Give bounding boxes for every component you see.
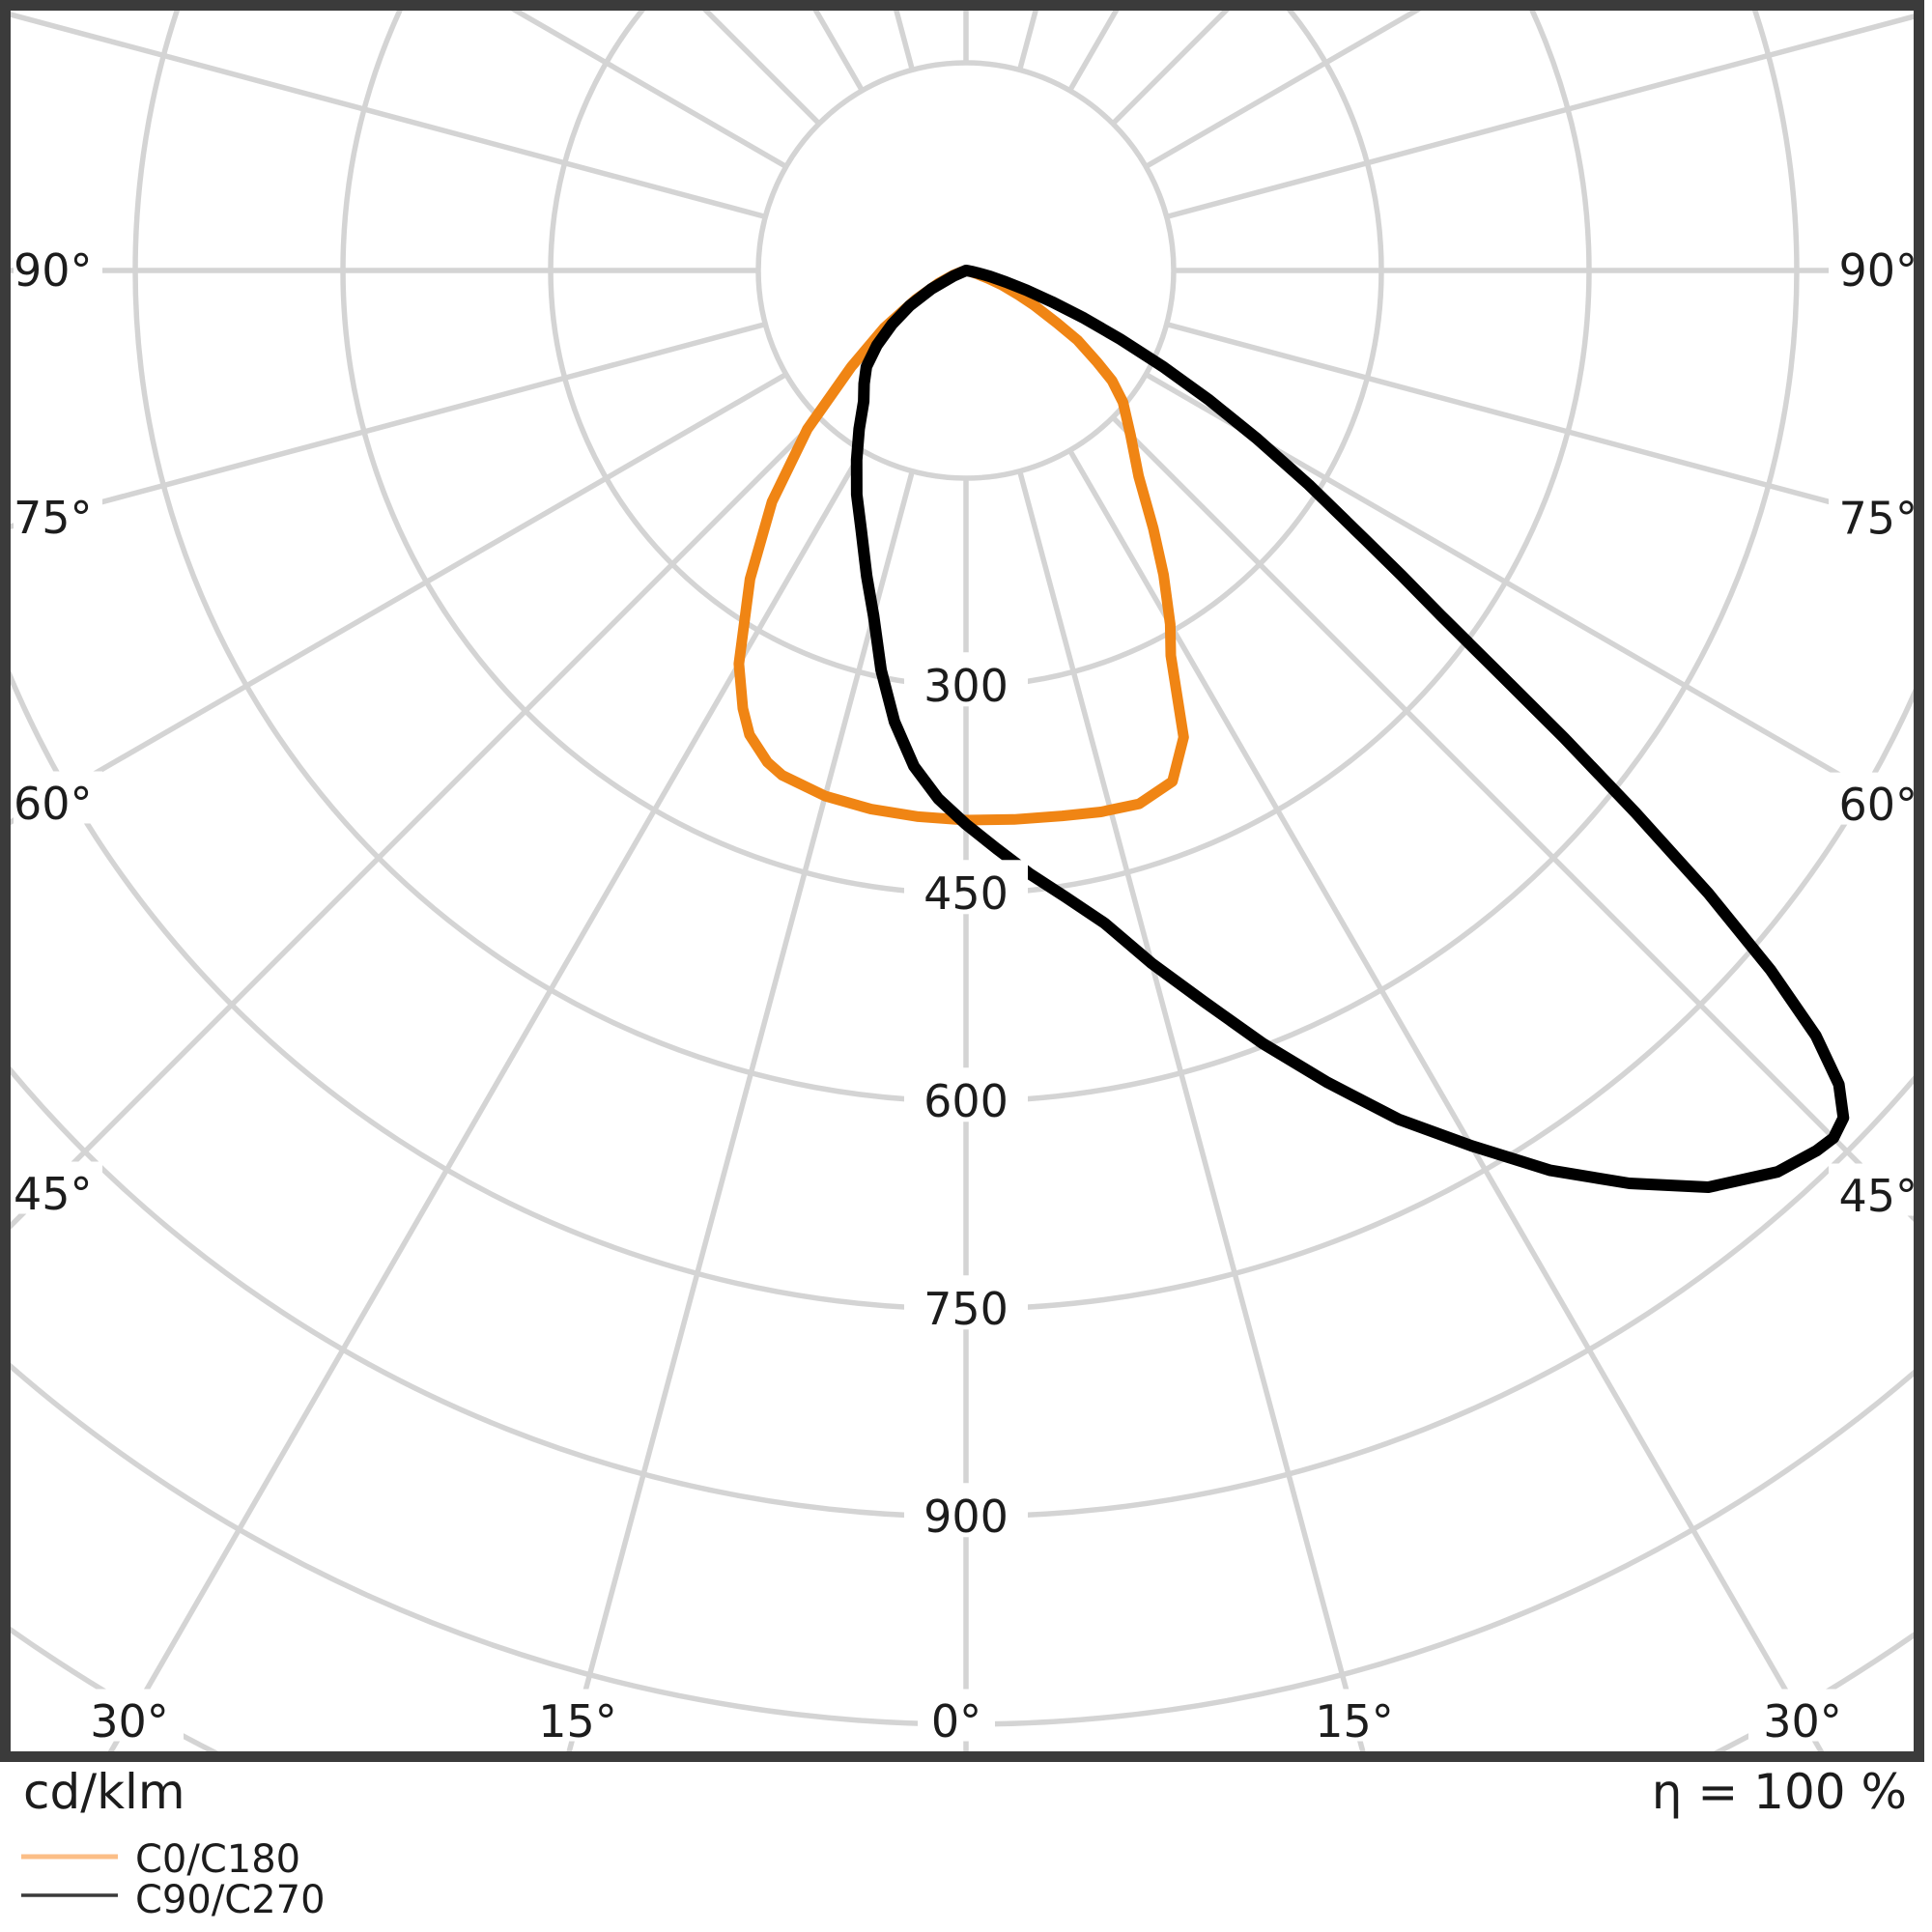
legend-label-c0c180: C0/C180 — [135, 1837, 300, 1882]
radial-tick-450-bg — [904, 860, 1028, 915]
grid-angle-line — [1144, 372, 1914, 821]
angle-tick-right-75: 75° — [1838, 493, 1918, 545]
angle-tick-left-45-bg — [14, 1161, 102, 1214]
grid-angle-line — [11, 321, 767, 529]
angle-tick-right-45-bg — [1829, 1163, 1918, 1216]
grid-angle-line — [566, 469, 916, 1752]
radial-tick-900-bg — [904, 1483, 1028, 1538]
angle-tick-bottom-30: 30° — [1763, 1695, 1842, 1747]
grid-angle-line — [11, 12, 767, 220]
radial-tick-450: 450 — [923, 867, 1009, 920]
grid-angle-line — [1165, 14, 1914, 220]
radial-tick-300-bg — [904, 652, 1028, 707]
radial-tick-750: 750 — [923, 1283, 1009, 1335]
angle-tick-right-90: 90° — [1838, 244, 1918, 297]
angle-tick-bottom-0-bg — [918, 1689, 995, 1742]
intensity-curves — [733, 265, 1850, 1193]
curve-c0-c180 — [733, 265, 1189, 826]
efficiency-label: η = 100 % — [1652, 1764, 1907, 1820]
angle-tick-bottom-30: 30° — [90, 1695, 169, 1747]
angle-tick-bottom-15-bg — [524, 1689, 632, 1742]
angle-tick-bottom-15-bg — [1300, 1689, 1408, 1742]
angle-tick-left-45: 45° — [14, 1168, 93, 1220]
curve-c90-c270 — [850, 265, 1850, 1193]
angle-tick-left-90-bg — [14, 238, 102, 291]
angle-tick-right-60: 60° — [1838, 779, 1918, 831]
angle-tick-bottom-0: 0° — [931, 1695, 981, 1747]
tick-labels: 90° 90° 75° 75° 60° 60° 45° 45° 0° 15° 15° 30° 30° 30… — [14, 238, 1918, 1747]
angle-tick-left-60-bg — [14, 771, 102, 824]
angle-tick-left-75-bg — [14, 485, 102, 538]
grid-angle-line — [1111, 11, 1230, 126]
grid-angle-line — [1067, 448, 1825, 1752]
angle-tick-left-75: 75° — [14, 492, 93, 544]
angle-tick-bottom-15: 15° — [538, 1695, 617, 1747]
angle-tick-right-90-bg — [1829, 238, 1918, 291]
radial-tick-900: 900 — [923, 1491, 1009, 1543]
radial-tick-600: 600 — [923, 1075, 1009, 1127]
angle-tick-bottom-15: 15° — [1315, 1695, 1394, 1747]
angle-tick-right-45: 45° — [1838, 1170, 1918, 1222]
angle-tick-bottom-30-bg — [75, 1689, 184, 1742]
radial-tick-750-bg — [904, 1275, 1028, 1330]
grid-angle-line — [11, 415, 821, 1230]
grid-angle-line — [1016, 469, 1366, 1752]
grid-angle-line — [11, 372, 788, 826]
legend-label-c90c270: C90/C270 — [135, 1878, 326, 1922]
angle-tick-right-75-bg — [1829, 486, 1918, 539]
plot-frame — [0, 0, 1924, 1762]
grid-angle-line — [702, 11, 821, 126]
radial-tick-600-bg — [904, 1067, 1028, 1122]
angle-tick-right-60-bg — [1829, 772, 1918, 825]
angle-tick-left-60: 60° — [14, 778, 93, 830]
grid-angle-line — [1111, 415, 1914, 1222]
grid-angle-line — [107, 448, 865, 1752]
radial-tick-300: 300 — [923, 660, 1009, 712]
angle-tick-bottom-30-bg — [1748, 1689, 1857, 1742]
grid-angle-line — [1165, 321, 1914, 527]
unit-label: cd/klm — [23, 1764, 185, 1820]
angle-tick-left-90: 90° — [14, 244, 93, 297]
